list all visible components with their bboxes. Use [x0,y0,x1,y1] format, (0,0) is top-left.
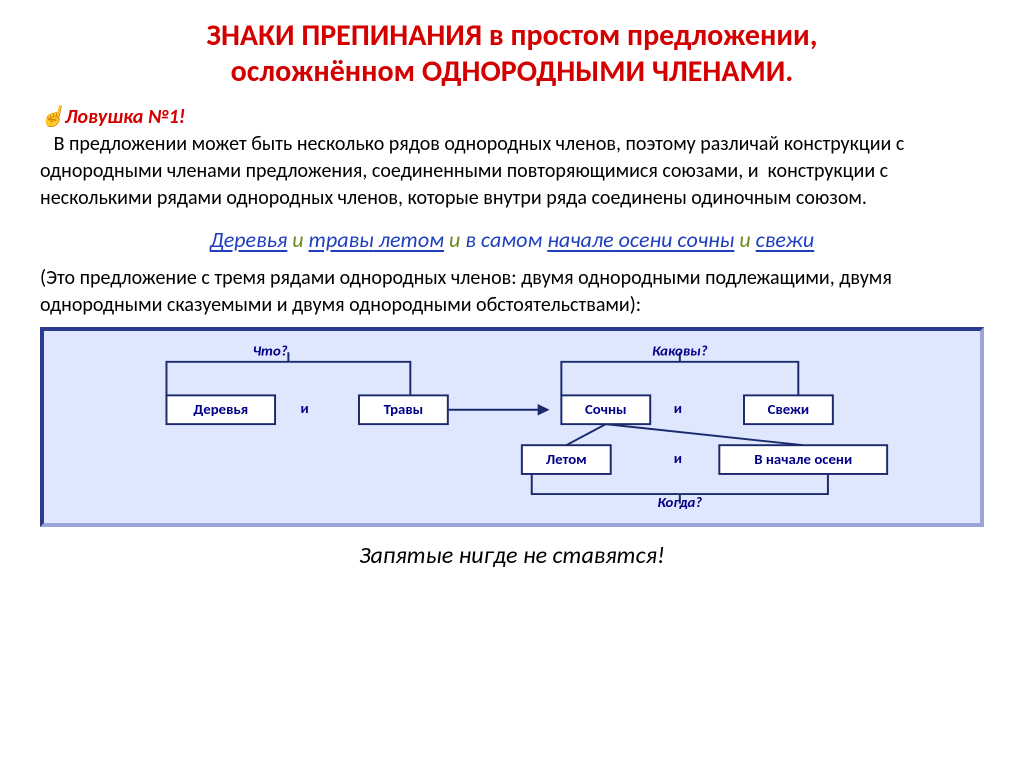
diagram-svg: Деревья Травы Сочны Свежи Летом В начале осен… [48,335,976,519]
example-word: свежи [756,226,815,253]
svg-text:Что?: Что? [253,342,288,360]
svg-text:Когда?: Когда? [657,493,702,511]
body-paragraph: В предложении может быть несколько рядов… [40,131,984,212]
example-sentence: Деревья и травы летом и в самом начале о… [40,226,984,253]
example-word: и [444,226,465,253]
example-word: сочны [672,226,734,253]
svg-text:Свежи: Свежи [768,400,810,418]
title-part-2b: ОДНОРОДНЫМИ ЧЛЕНАМИ. [422,53,793,90]
svg-text:Каковы?: Каковы? [652,342,708,360]
trap-pointer-icon: ☝ [40,105,65,129]
example-word: осени [614,226,673,253]
svg-text:В начале осени: В начале осени [754,450,852,468]
svg-text:и: и [301,399,309,417]
footer-note: Запятые нигде не ставятся! [40,541,984,570]
title-part-2a: осложнённом [231,53,422,90]
svg-text:и: и [674,449,682,467]
explanation-paragraph: (Это предложение с тремя рядами однородн… [40,265,984,319]
svg-text:Травы: Травы [384,400,424,418]
example-word: в самом [465,226,547,253]
page-title: ЗНАКИ ПРЕПИНАНИЯ в простом предложении, … [40,18,984,90]
svg-text:Деревья: Деревья [193,400,248,418]
example-word: травы [309,226,374,253]
title-part-1b: в простом предложении, [489,17,818,54]
example-word: Деревья [210,226,288,253]
trap-heading: ☝Ловушка №1! [40,104,984,129]
svg-text:Летом: Летом [546,450,587,468]
example-word: начале [547,226,613,253]
svg-text:и: и [674,399,682,417]
title-part-1a: ЗНАКИ ПРЕПИНАНИЯ [207,17,489,54]
svg-text:Сочны: Сочны [585,400,627,418]
example-word: летом [374,226,444,253]
example-word: и [734,226,755,253]
trap-text: Ловушка №1! [65,105,185,129]
example-word: и [287,226,308,253]
diagram-frame: Деревья Травы Сочны Свежи Летом В начале осен… [40,327,984,527]
diagram-panel: Деревья Травы Сочны Свежи Летом В начале осен… [40,327,984,527]
